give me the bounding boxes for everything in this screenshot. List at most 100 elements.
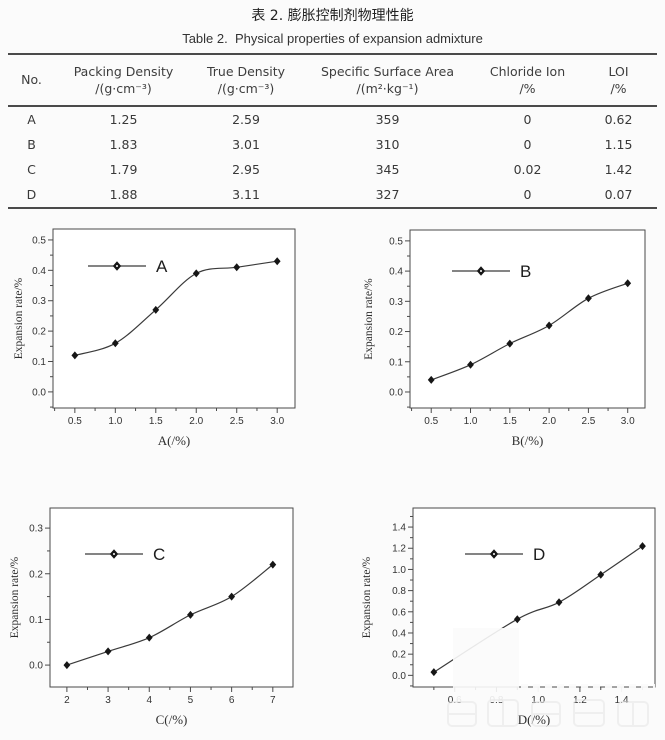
column-header: LOI/% (580, 55, 657, 105)
y-tick-label: 0.0 (389, 387, 403, 398)
x-tick-label: 2.5 (581, 416, 595, 427)
chart-svg-B: 0.5 1.0 1.5 2.0 2.5 3.0 0.0 0.1 0.2 0.3 0.4 0.5 B B(/… (363, 229, 646, 448)
chart-figure-c: 2 3 4 5 6 7 0.0 0.1 0.2 0.3 C C(/%) Expansion rate/% (0, 502, 340, 740)
data-point-marker (427, 375, 435, 384)
x-tick-label: 1.4 (615, 695, 629, 706)
table-cell: 1.83 (109, 137, 138, 152)
y-axis-label: Expansion rate/% (363, 278, 375, 360)
table-title-chinese: 表 2. 膨胀控制剂物理性能 (251, 8, 414, 24)
x-tick-label: 1.5 (503, 416, 517, 427)
x-tick-label: 1.0 (531, 695, 545, 706)
x-tick-label: 1.0 (464, 416, 478, 427)
column-header: Packing Density/(g·cm⁻³) (55, 55, 192, 105)
y-tick-label: 1.4 (392, 523, 406, 534)
column-unit: /(g·cm⁻³) (217, 80, 275, 96)
watermark-ghost (447, 699, 649, 727)
table-cell: D (26, 187, 37, 202)
y-tick-label: 0.1 (32, 357, 46, 368)
x-axis-label: D(/%) (518, 712, 551, 727)
data-point-marker (111, 339, 119, 348)
legend-marker-highlight (480, 270, 482, 272)
x-tick-label: 4 (146, 695, 152, 706)
column-header: No. (8, 55, 55, 105)
column-header: Chloride Ion/% (475, 55, 580, 105)
table-cell: 2.59 (232, 112, 260, 127)
legend-marker-highlight (493, 553, 495, 555)
table-cell: 0.02 (513, 162, 542, 177)
data-point-marker (597, 570, 605, 579)
data-point-marker (228, 592, 236, 601)
table-title-english: Table 2. Physical properties of expansio… (182, 31, 483, 46)
table-row: D 1.88 3.11 327 0 0.07 (8, 182, 657, 207)
table-row: A 1.25 2.59 359 0 0.62 (8, 107, 657, 132)
column-header: Specific Surface Area/(m²·kg⁻¹) (300, 55, 475, 105)
table-cell: 3.11 (232, 187, 260, 202)
y-tick-label: 0.5 (32, 235, 46, 246)
y-tick-label: 0.1 (29, 615, 43, 626)
column-unit: /% (519, 80, 536, 96)
y-tick-label: 0.6 (392, 607, 406, 618)
data-point-marker (104, 647, 112, 656)
table-cell: 359 (375, 112, 400, 127)
x-tick-label: 7 (270, 695, 276, 706)
data-point-marker (233, 263, 241, 272)
table-cell: 3.01 (232, 137, 260, 152)
x-tick-label: 2.5 (230, 416, 244, 427)
data-point-marker (506, 339, 514, 348)
x-tick-label: 5 (188, 695, 194, 706)
data-point-marker (269, 560, 277, 569)
table-cell: B (27, 137, 36, 152)
table-cell: 1.79 (109, 162, 138, 177)
y-tick-label: 0.2 (392, 650, 406, 661)
column-header: True Density/(g·cm⁻³) (192, 55, 300, 105)
plot-border (49, 507, 294, 688)
table-row: B 1.83 3.01 310 0 1.15 (8, 132, 657, 157)
y-axis-label: Expansion rate/% (361, 556, 373, 638)
y-tick-label: 0.2 (29, 569, 43, 580)
y-tick-label: 0.4 (392, 628, 406, 639)
table-cell: A (27, 112, 36, 127)
column-unit: /(m²·kg⁻¹) (356, 80, 419, 96)
table-cell: 1.88 (109, 187, 138, 202)
data-point-marker (639, 542, 646, 551)
data-point-marker (555, 598, 563, 607)
table-cell: 0 (523, 137, 532, 152)
x-tick-label: 1.5 (149, 416, 163, 427)
data-point-marker (430, 668, 438, 677)
y-tick-label: 0.0 (392, 671, 406, 682)
table-cell: C (27, 162, 36, 177)
chart-svg-A: 0.5 1.0 1.5 2.0 2.5 3.0 0.0 0.1 0.2 0.3 0.4 0.5 A A(/… (13, 228, 296, 448)
properties-table: No. Packing Density/(g·cm⁻³) True Density /… (8, 53, 657, 209)
data-point-marker (63, 661, 71, 670)
legend-label: B (520, 262, 531, 281)
x-tick-label: 0.5 (68, 416, 82, 427)
x-tick-label: 0.5 (424, 416, 438, 427)
y-tick-label: 1.0 (392, 565, 406, 576)
data-point-marker (145, 633, 153, 642)
watermark-axis-fade (521, 684, 655, 693)
chart-figure-b: 0.5 1.0 1.5 2.0 2.5 3.0 0.0 0.1 0.2 0.3 0.4 0.5 B B(/… (360, 223, 665, 463)
y-tick-label: 0.3 (389, 297, 403, 308)
column-name: LOI (608, 63, 629, 79)
x-tick-label: 3 (105, 695, 111, 706)
x-tick-label: 2 (64, 695, 70, 706)
y-tick-label: 0.0 (29, 661, 43, 672)
table-cell: 327 (375, 187, 400, 202)
table-cell: 1.25 (109, 112, 138, 127)
y-tick-label: 1.2 (392, 544, 406, 555)
table-cell: 310 (375, 137, 400, 152)
data-point-marker (624, 279, 632, 288)
column-name: True Density (206, 63, 286, 79)
series-line (430, 282, 628, 381)
y-tick-label: 0.2 (389, 327, 403, 338)
data-point-marker (71, 351, 79, 360)
series-line (66, 564, 274, 666)
x-tick-label: 3.0 (270, 416, 284, 427)
chart-figure-a: 0.5 1.0 1.5 2.0 2.5 3.0 0.0 0.1 0.2 0.3 0.4 0.5 A A(/… (0, 223, 340, 463)
plot-border (409, 229, 646, 409)
y-tick-label: 0.5 (389, 236, 403, 247)
table-cell: 0 (523, 187, 532, 202)
data-point-marker (513, 615, 521, 624)
data-point-marker (467, 360, 474, 369)
